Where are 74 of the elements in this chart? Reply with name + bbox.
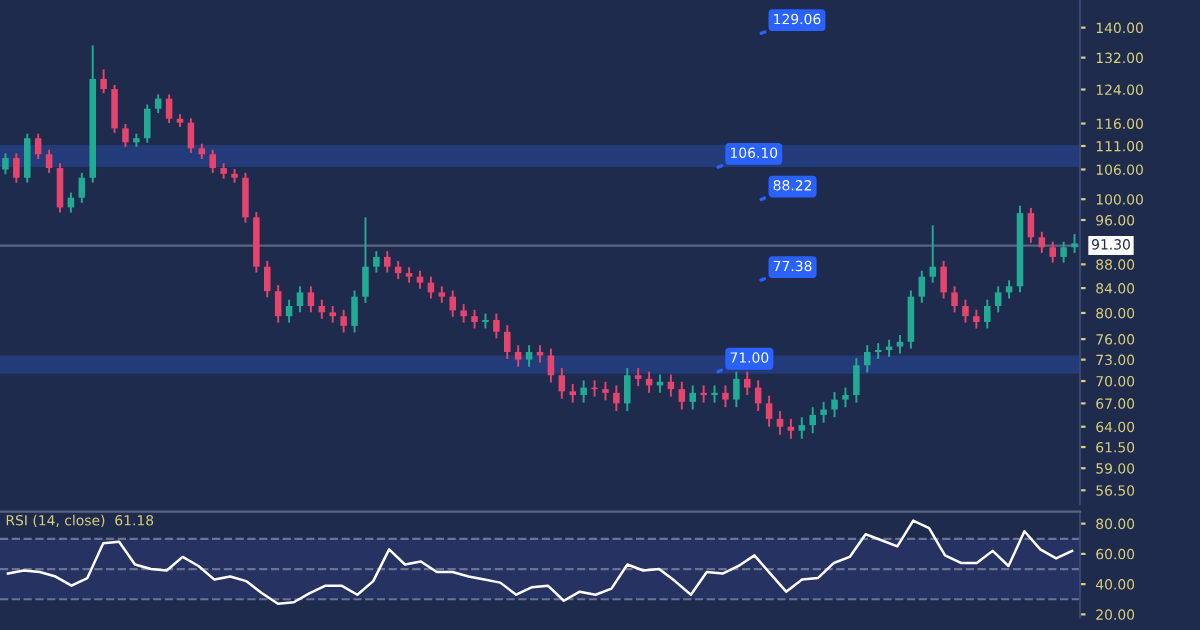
candlestick [940,259,947,300]
candlestick [994,285,1002,314]
candlestick [864,344,871,374]
candlestick [798,416,806,440]
candlestick [809,406,816,435]
candlestick [624,367,631,413]
candlestick [907,289,915,350]
candlestick [558,367,566,400]
candlestick [776,410,784,436]
candlestick [973,308,980,330]
candlestick [744,370,751,397]
candlestick [689,384,696,411]
candlestick [962,298,969,324]
candlestick [285,298,293,324]
candlestick [493,312,500,340]
candlestick [787,417,795,440]
candlestick [154,93,162,115]
candlestick [580,379,587,404]
candlestick [831,391,838,419]
candlestick [351,289,358,334]
candlestick [842,386,849,409]
candlestick [460,303,467,324]
candlestick [242,171,249,224]
candlestick [984,298,991,330]
candlestick [504,324,511,360]
candlestick [1071,233,1078,254]
candlestick [820,400,827,424]
candlestick [165,93,173,125]
candlestick [929,224,936,284]
candlestick [362,216,369,304]
candlestick [384,250,391,274]
candlestick [678,380,686,411]
candlestick [874,342,882,360]
candlestick [56,162,64,214]
candlestick [918,269,926,304]
candlestick [951,285,958,314]
candlestick [896,334,904,355]
candlestick [122,122,129,148]
candlestick [514,344,522,368]
candlestick [340,308,347,334]
candlestick [634,367,642,388]
candlestick [525,344,533,368]
candlestick [1049,240,1056,264]
candlestick [24,132,31,184]
candlestick [613,384,620,413]
candlestick [722,384,729,409]
candlestick [144,103,151,144]
candlestick [1038,230,1046,254]
candlestick [853,357,860,404]
candlestick [100,68,107,95]
candlestick [274,284,282,324]
candlestick [2,152,9,176]
candlestick [569,383,576,404]
candlestick [711,384,718,404]
candlestick [471,308,478,330]
candlestick [1027,206,1035,244]
candlestick [602,380,609,402]
candlestick [13,152,20,184]
candlestick [700,384,707,404]
candlestick [449,289,456,318]
candlestick [733,370,740,409]
candlestick [264,259,271,299]
candlestick [307,285,315,314]
candlestick [296,285,304,314]
candlestick [34,132,42,160]
candlestick [45,148,53,174]
candlestick [547,347,555,384]
candlestick [373,250,380,274]
candlestick [765,394,773,428]
candlestick [1060,240,1067,264]
candlestick [78,171,86,204]
candlestick [209,148,216,174]
candlestick [1005,279,1013,300]
candlestick [111,84,118,134]
